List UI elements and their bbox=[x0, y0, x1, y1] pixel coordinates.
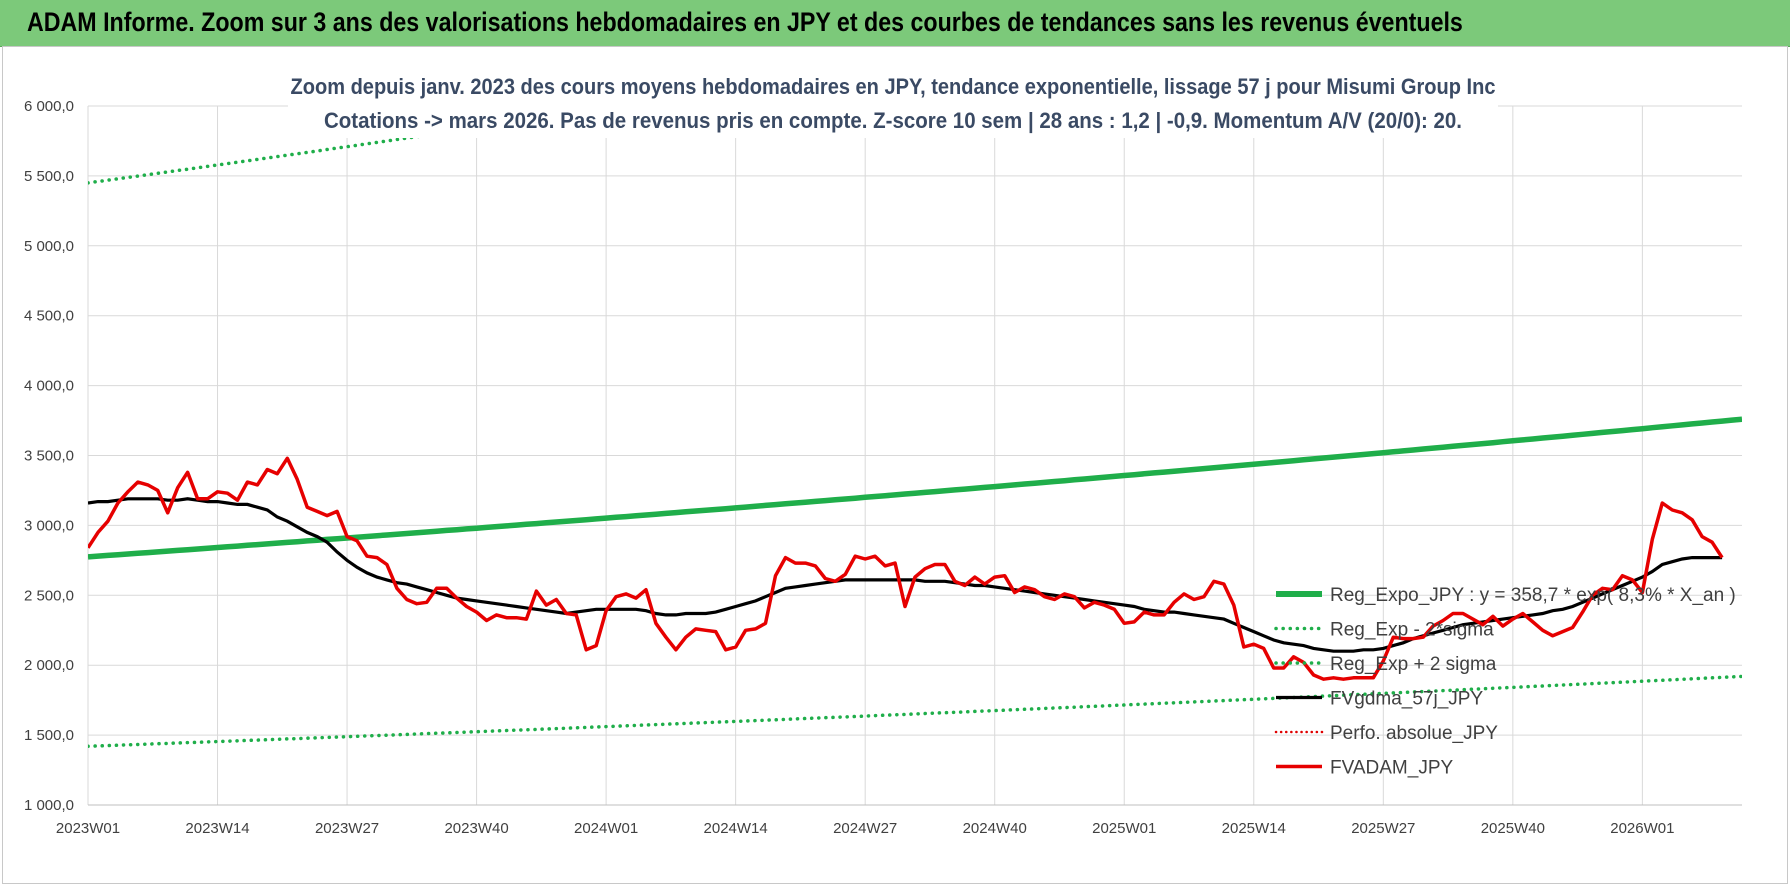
chart-frame bbox=[2, 46, 1788, 884]
y-tick-label: 2 500,0 bbox=[24, 587, 74, 604]
reg-exp-minus-2sigma-line bbox=[88, 674, 1742, 749]
chart-title-line1: Zoom depuis janv. 2023 des cours moyens … bbox=[291, 74, 1496, 99]
y-tick-label: 5 500,0 bbox=[24, 168, 74, 185]
legend-label: Reg_Exp - 2*sigma bbox=[1330, 620, 1494, 641]
x-tick-label: 2025W27 bbox=[1351, 820, 1415, 837]
y-tick-label: 4 500,0 bbox=[24, 308, 74, 325]
x-tick-label: 2024W27 bbox=[833, 820, 897, 837]
x-tick-label: 2025W40 bbox=[1481, 820, 1545, 837]
legend-label: Reg_Exp + 2 sigma bbox=[1330, 654, 1497, 675]
report-banner: ADAM Informe. Zoom sur 3 ans des valoris… bbox=[0, 0, 1790, 47]
legend-label: FVgdma_57j_JPY bbox=[1330, 689, 1483, 710]
x-tick-label: 2025W01 bbox=[1092, 820, 1156, 837]
x-tick-label: 2023W27 bbox=[315, 820, 379, 837]
legend-label: Perfo. absolue_JPY bbox=[1330, 723, 1498, 744]
fvadam-line bbox=[88, 456, 1724, 681]
y-tick-label: 3 000,0 bbox=[24, 517, 74, 534]
chart-title-line2: Cotations -> mars 2026. Pas de revenus p… bbox=[324, 108, 1462, 133]
x-tick-label: 2026W01 bbox=[1610, 820, 1674, 837]
y-tick-label: 3 500,0 bbox=[24, 448, 74, 465]
y-tick-label: 1 000,0 bbox=[24, 797, 74, 814]
x-axis: 2023W01 2023W14 2023W27 2023W40 2024W01 2024W… bbox=[56, 804, 1742, 837]
x-tick-label: 2023W40 bbox=[444, 820, 508, 837]
grid-lines bbox=[87, 105, 1742, 806]
report-title: ADAM Informe. Zoom sur 3 ans des valoris… bbox=[27, 7, 1463, 37]
reg-exp-plus-2sigma-line bbox=[88, 104, 650, 185]
x-tick-label: 2024W14 bbox=[704, 820, 768, 837]
y-tick-label: 1 500,0 bbox=[24, 727, 74, 744]
x-tick-label: 2024W01 bbox=[574, 820, 638, 837]
y-tick-label: 5 000,0 bbox=[24, 238, 74, 255]
x-tick-label: 2024W40 bbox=[963, 820, 1027, 837]
y-tick-label: 4 000,0 bbox=[24, 378, 74, 395]
y-tick-label: 2 000,0 bbox=[24, 657, 74, 674]
y-tick-label: 6 000,0 bbox=[24, 98, 74, 115]
series-lines bbox=[88, 104, 1742, 749]
legend-label: FVADAM_JPY bbox=[1330, 758, 1454, 779]
legend-label: Reg_Expo_JPY : y = 358,7 * exp( 8,3% * X… bbox=[1330, 585, 1736, 606]
y-axis: 1 000,0 1 500,0 2 000,0 2 500,0 3 000,0 3 500… bbox=[24, 98, 74, 814]
x-tick-label: 2023W01 bbox=[56, 820, 120, 837]
x-tick-label: 2023W14 bbox=[185, 820, 249, 837]
x-tick-label: 2025W14 bbox=[1222, 820, 1286, 837]
chart-legend: Reg_Expo_JPY : y = 358,7 * exp( 8,3% * X… bbox=[1274, 585, 1736, 779]
chart-title-background bbox=[288, 68, 1498, 138]
reg-expo-line bbox=[88, 416, 1742, 560]
fvgdma-57j-line bbox=[88, 497, 1723, 653]
